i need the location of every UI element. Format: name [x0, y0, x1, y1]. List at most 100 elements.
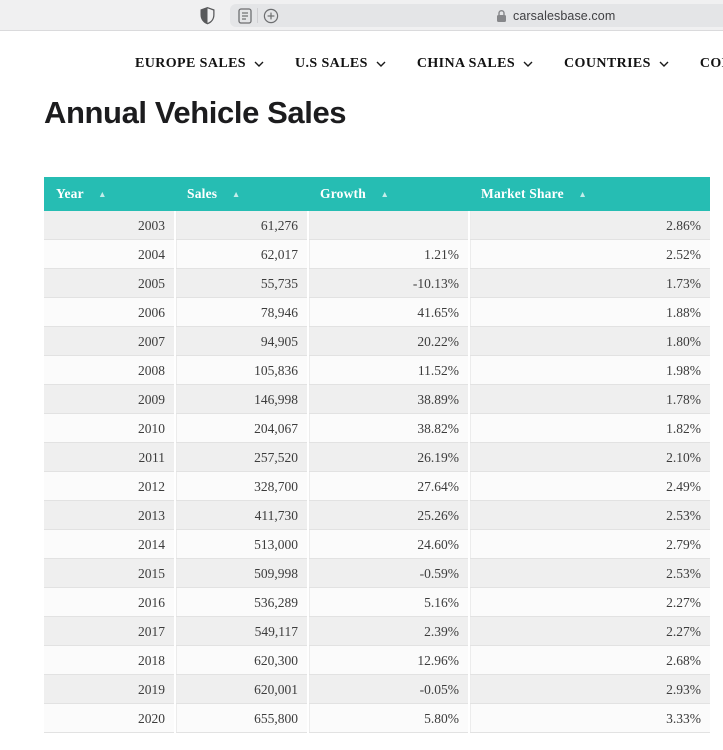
cell-market-share: 1.98%	[468, 355, 710, 385]
column-header[interactable]: Growth ▲	[308, 177, 469, 211]
cell-sales: 62,017	[174, 239, 308, 269]
chevron-down-icon	[254, 61, 264, 67]
table-row: 2015 509,998 -0.59% 2.53%	[44, 558, 710, 588]
nav-item-label: U.S SALES	[295, 56, 368, 71]
column-header-label: Year	[56, 186, 84, 201]
reader-view-icon[interactable]	[238, 8, 252, 24]
column-header[interactable]: Year ▲	[44, 177, 175, 211]
sort-asc-icon[interactable]: ▲	[578, 189, 587, 199]
cell-market-share: 2.53%	[468, 558, 710, 588]
cell-market-share: 1.88%	[468, 297, 710, 327]
cell-sales: 94,905	[174, 326, 308, 356]
table-row: 2014 513,000 24.60% 2.79%	[44, 529, 710, 559]
cell-sales: 509,998	[174, 558, 308, 588]
lock-icon	[496, 9, 507, 23]
cell-sales: 204,067	[174, 413, 308, 443]
cell-year: 2008	[44, 355, 175, 385]
cell-sales: 61,276	[174, 211, 308, 240]
cell-market-share: 2.27%	[468, 587, 710, 617]
cell-market-share: 2.53%	[468, 500, 710, 530]
cell-market-share: 2.79%	[468, 529, 710, 559]
table-row: 2009 146,998 38.89% 1.78%	[44, 384, 710, 414]
nav-item-label: COUNTRIES	[564, 56, 651, 71]
cell-sales: 105,836	[174, 355, 308, 385]
cell-sales: 536,289	[174, 587, 308, 617]
cell-year: 2015	[44, 558, 175, 588]
cell-sales: 78,946	[174, 297, 308, 327]
cell-year: 2004	[44, 239, 175, 269]
cell-growth: 12.96%	[307, 645, 469, 675]
cell-market-share: 2.27%	[468, 616, 710, 646]
cell-year: 2003	[44, 211, 175, 240]
cell-growth: -0.59%	[307, 558, 469, 588]
table-row: 2005 55,735 -10.13% 1.73%	[44, 268, 710, 298]
cell-sales: 257,520	[174, 442, 308, 472]
cell-year: 2019	[44, 674, 175, 704]
sort-asc-icon[interactable]: ▲	[231, 189, 241, 199]
table-row: 2006 78,946 41.65% 1.88%	[44, 297, 710, 327]
cell-sales: 411,730	[174, 500, 308, 530]
table-row: 2011 257,520 26.19% 2.10%	[44, 442, 710, 472]
cell-market-share: 2.52%	[468, 239, 710, 269]
nav-item-label: CHINA SALES	[416, 56, 516, 71]
cell-market-share: 2.10%	[468, 442, 710, 472]
nav-menu-item[interactable]: COMPARISONS	[700, 56, 723, 72]
table-row: 2016 536,289 5.16% 2.27%	[44, 587, 710, 617]
cell-market-share: 2.86%	[468, 211, 710, 240]
nav-item-label: EUROPE SALES	[135, 56, 246, 71]
page-title: Annual Vehicle Sales	[44, 95, 347, 130]
cell-market-share: 1.80%	[468, 326, 710, 356]
sort-asc-icon[interactable]: ▲	[98, 189, 107, 199]
cell-growth: 27.64%	[307, 471, 469, 501]
column-header[interactable]: Market Share ▲	[469, 177, 710, 211]
column-header[interactable]: Sales ▲	[175, 177, 308, 211]
table-row: 2013 411,730 25.26% 2.53%	[44, 500, 710, 530]
cell-year: 2009	[44, 384, 175, 414]
table-row: 2008 105,836 11.52% 1.98%	[44, 355, 710, 385]
cell-sales: 655,800	[174, 703, 308, 733]
expand-circle-plus-icon[interactable]	[263, 8, 279, 24]
cell-growth: 38.89%	[307, 384, 469, 414]
nav-menu-item[interactable]: EUROPE SALES	[135, 56, 264, 72]
cell-growth: 1.21%	[307, 239, 469, 269]
cell-year: 2010	[44, 413, 175, 443]
column-header-label: Growth	[320, 186, 366, 201]
nav-menu-item[interactable]: COUNTRIES	[564, 56, 669, 72]
cell-growth: 20.22%	[307, 326, 469, 356]
nav-item-label: COMPARISONS	[699, 56, 723, 71]
chevron-down-icon	[659, 61, 669, 67]
table-row: 2017 549,117 2.39% 2.27%	[44, 616, 710, 646]
cell-year: 2014	[44, 529, 175, 559]
sort-asc-icon[interactable]: ▲	[380, 189, 390, 199]
cell-sales: 513,000	[174, 529, 308, 559]
chevron-down-icon	[523, 61, 533, 67]
address-bar[interactable]: carsalesbase.com	[230, 4, 723, 27]
cell-market-share: 2.68%	[468, 645, 710, 675]
cell-growth	[307, 211, 469, 240]
cell-growth: 5.16%	[307, 587, 469, 617]
privacy-shield-icon[interactable]	[199, 6, 216, 25]
nav-menu-item[interactable]: U.S SALES	[295, 56, 386, 72]
cell-growth: 24.60%	[307, 529, 469, 559]
cell-year: 2011	[44, 442, 175, 472]
nav-menu-item[interactable]: CHINA SALES	[417, 56, 533, 72]
cell-year: 2013	[44, 500, 175, 530]
cell-sales: 549,117	[174, 616, 308, 646]
cell-growth: 2.39%	[307, 616, 469, 646]
cell-market-share: 1.73%	[468, 268, 710, 298]
site-nav: EUROPE SALES U.S SALES CHINA SALES COUNT…	[0, 31, 723, 72]
cell-growth: 5.80%	[307, 703, 469, 733]
cell-sales: 146,998	[174, 384, 308, 414]
cell-year: 2018	[44, 645, 175, 675]
cell-growth: 25.26%	[307, 500, 469, 530]
annual-sales-table: Year ▲ Sales ▲ Growth ▲ Market Share ▲ 2…	[44, 177, 710, 733]
cell-sales: 620,300	[174, 645, 308, 675]
cell-year: 2020	[44, 703, 175, 733]
table-row: 2012 328,700 27.64% 2.49%	[44, 471, 710, 501]
cell-growth: 41.65%	[307, 297, 469, 327]
cell-growth: -10.13%	[307, 268, 469, 298]
column-header-label: Sales	[187, 186, 218, 201]
url-text[interactable]: carsalesbase.com	[513, 8, 616, 23]
table-row: 2019 620,001 -0.05% 2.93%	[44, 674, 710, 704]
table-body: 2003 61,276 2.86% 2004 62,017 1.21% 2.52…	[44, 211, 710, 733]
